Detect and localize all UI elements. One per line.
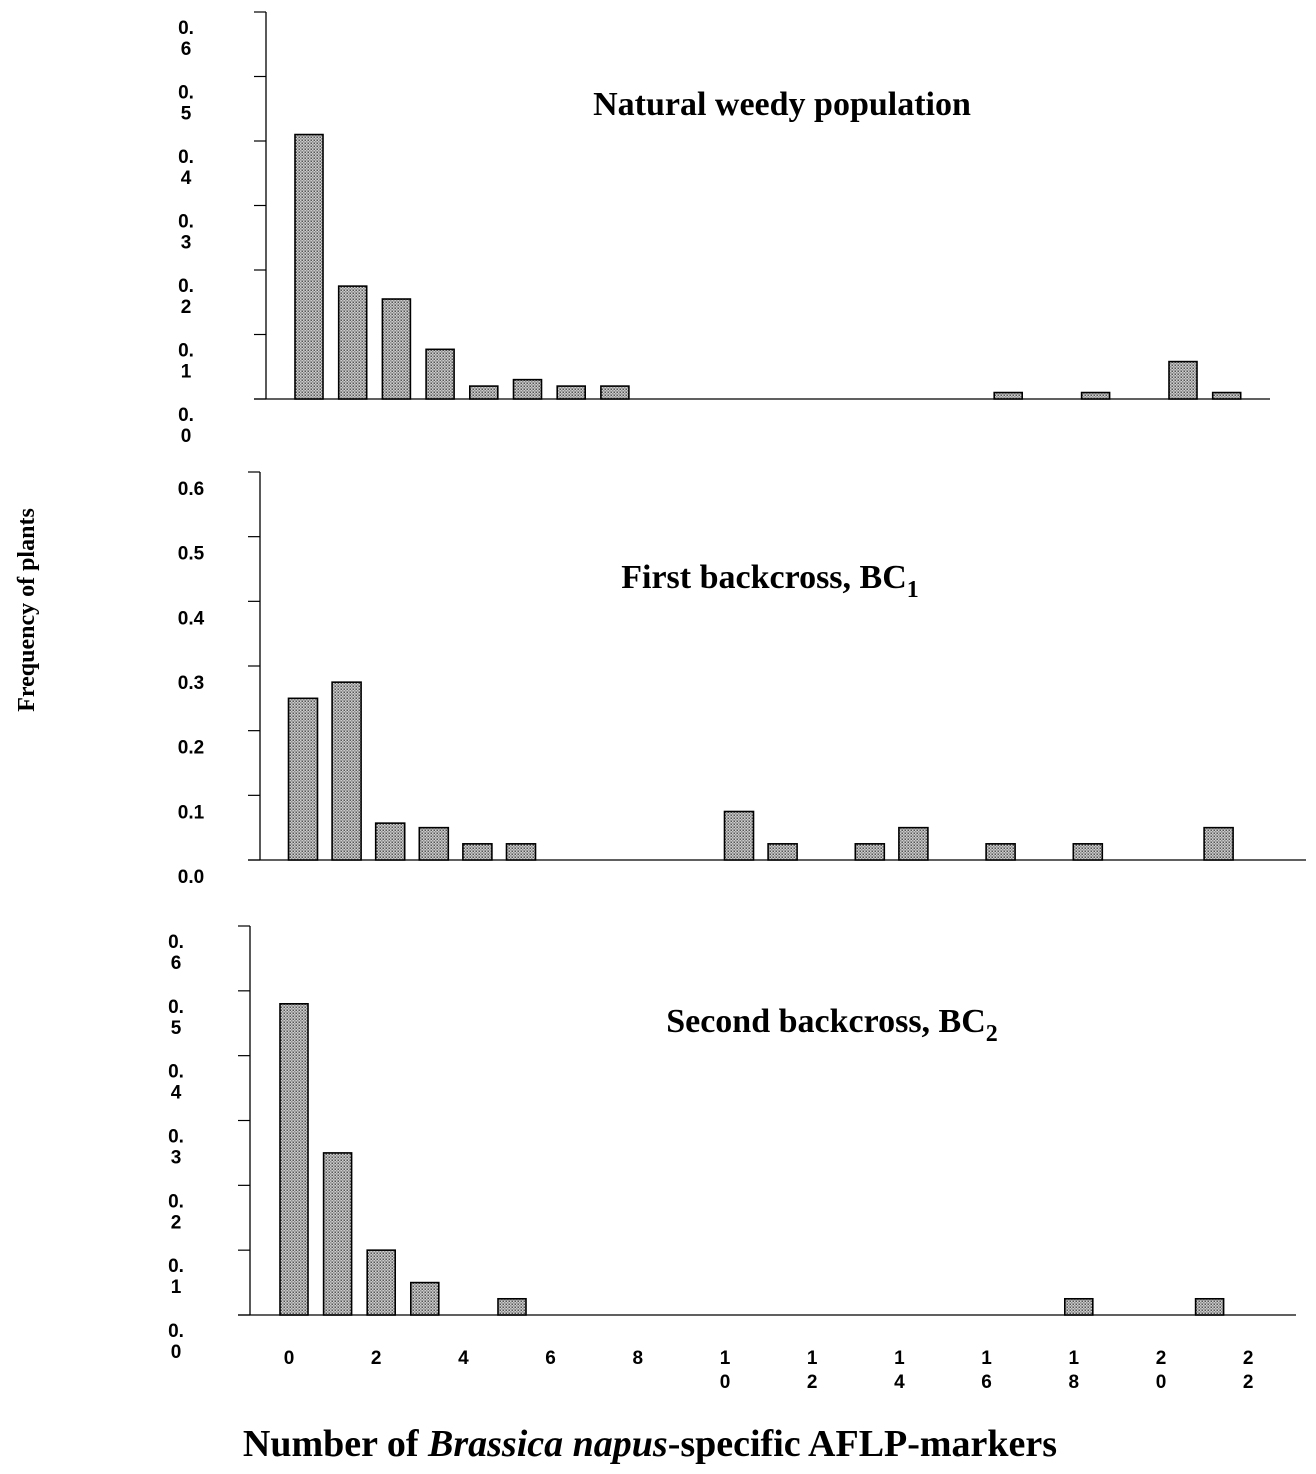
bar xyxy=(767,843,798,861)
bar xyxy=(366,1249,397,1316)
x-tick-label: 6 xyxy=(545,1348,556,1369)
bar xyxy=(556,385,587,400)
y-ticks: 0.0 0.1 0.2 0.3 0.4 0.5 0.6 xyxy=(178,471,260,888)
bar xyxy=(1080,391,1111,400)
bars xyxy=(279,1002,1225,1316)
bar xyxy=(381,298,412,400)
bar xyxy=(505,843,537,861)
y-tick-label: 0.1 xyxy=(178,802,205,823)
bars xyxy=(294,133,1242,400)
y-tick-label: 0.6 xyxy=(178,479,204,500)
bar xyxy=(462,843,493,861)
panel-second-backcross: 0. 0 0. 1 0. 2 0. 3 0. 4 0. 5 0. 6 0 2 4 6 8 1 0 1 2 1 4 1 6 1 8 2 0 2… xyxy=(168,925,1296,1393)
y-tick-label: 0.0 xyxy=(178,405,194,447)
bar xyxy=(418,826,450,861)
bar xyxy=(512,378,543,400)
bar xyxy=(1194,1297,1225,1316)
y-ticks: 0.0 0.1 0.2 0.3 0.4 0.5 0.6 xyxy=(168,925,250,1363)
y-tick-label: 0.2 xyxy=(178,738,204,759)
bar xyxy=(331,681,362,861)
y-tick-label: 0.6 xyxy=(178,18,194,60)
bar xyxy=(425,348,455,400)
bar xyxy=(1168,360,1198,400)
bar xyxy=(1211,391,1242,400)
bar xyxy=(1072,843,1104,861)
panel-title: Second backcross, BC2 xyxy=(666,1003,998,1047)
bar xyxy=(1064,1297,1094,1316)
y-ticks: 0.0 0.1 0.2 0.3 0.4 0.5 0.6 xyxy=(178,11,266,447)
y-tick-label: 0.5 xyxy=(178,83,194,125)
bar xyxy=(279,1002,309,1316)
y-tick-label: 0.4 xyxy=(168,1062,184,1104)
x-tick-label: 8 xyxy=(633,1348,644,1369)
bar xyxy=(374,822,406,861)
y-tick-label: 0.1 xyxy=(178,341,194,383)
y-tick-label: 0.6 xyxy=(168,932,184,974)
bar xyxy=(337,285,368,400)
panel-natural-weedy: 0. 0 0. 1 0. 2 0. 3 0. 4 0. 5 0. 6 Natural weedy popu… xyxy=(178,11,1270,447)
y-axis-title: Frequency of plants xyxy=(14,508,40,712)
y-tick-label: 0.3 xyxy=(178,673,204,694)
bar xyxy=(409,1281,440,1316)
y-tick-label: 0.3 xyxy=(178,212,194,254)
panel-title: First backcross, BC1 xyxy=(621,559,919,603)
bar xyxy=(287,697,319,861)
y-tick-label: 0.4 xyxy=(178,147,194,189)
bar xyxy=(723,810,755,861)
y-tick-label: 0.5 xyxy=(168,997,184,1039)
bar xyxy=(898,826,929,861)
bar xyxy=(993,391,1024,400)
bar xyxy=(985,843,1016,861)
y-tick-label: 0.4 xyxy=(178,608,205,629)
bars xyxy=(287,681,1234,861)
x-tick-label: 0 xyxy=(284,1348,295,1369)
x-tick-label: 4 xyxy=(458,1348,469,1369)
bar xyxy=(497,1297,527,1316)
bar xyxy=(1203,826,1234,861)
bar xyxy=(468,385,499,400)
y-tick-label: 0.0 xyxy=(178,867,204,888)
bar xyxy=(600,385,630,400)
y-tick-label: 0.0 xyxy=(168,1321,184,1363)
bar xyxy=(294,133,324,400)
x-tick-label: 2 xyxy=(371,1348,382,1369)
y-tick-label: 0.5 xyxy=(178,544,205,565)
y-tick-label: 0.3 xyxy=(168,1127,184,1169)
y-tick-label: 0.2 xyxy=(178,276,194,318)
bar xyxy=(854,843,886,861)
x-axis-title: Number of Brassica napus-specific AFLP-m… xyxy=(243,1423,1057,1465)
y-tick-label: 0.2 xyxy=(168,1191,184,1233)
panel-title: Natural weedy population xyxy=(593,86,971,123)
x-ticks: 0 2 4 6 8 1 0 1 2 1 4 1 6 1 8 2 0 2 2 xyxy=(284,1348,1254,1393)
y-tick-label: 0.1 xyxy=(168,1256,184,1298)
panel-first-backcross: 0.0 0.1 0.2 0.3 0.4 0.5 0.6 First backcross, B… xyxy=(178,471,1306,888)
bar xyxy=(322,1152,353,1316)
